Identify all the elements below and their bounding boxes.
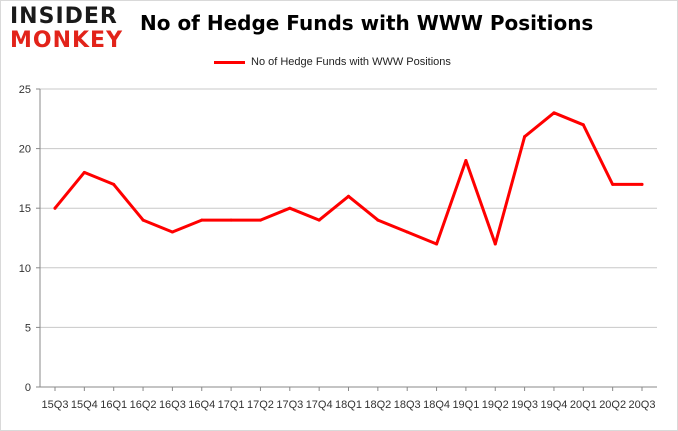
series-layer [53,111,644,246]
x-tick-label: 16Q2 [130,399,157,411]
data-point [640,182,644,186]
x-tick-label: 17Q2 [247,399,274,411]
x-tick-label: 18Q3 [394,399,421,411]
x-tick-label: 19Q2 [482,399,509,411]
data-point [464,159,468,163]
x-tick-label: 17Q4 [306,399,333,411]
legend-swatch [214,60,245,64]
x-tick-label: 18Q4 [423,399,450,411]
x-tick-label: 16Q3 [159,399,186,411]
x-tick-label: 17Q1 [218,399,245,411]
x-tick-label: 18Q1 [335,399,362,411]
data-point [53,206,57,210]
y-tick-labels: 0 5 10 15 20 25 [19,84,31,394]
data-point [347,194,350,198]
x-tick-label: 19Q4 [540,399,567,411]
chart-title: No of Hedge Funds with WWW Positions [140,11,594,35]
x-tick-label: 20Q3 [629,399,656,411]
chart-legend: No of Hedge Funds with WWW Positions [214,53,451,71]
x-tick-label: 19Q1 [452,399,479,411]
x-tick-label: 20Q1 [570,399,597,411]
x-tick-label: 15Q4 [71,399,98,411]
data-point [523,135,527,139]
logo-line-2: MONKEY [10,28,124,53]
series-line [53,111,644,246]
data-point [405,230,409,234]
y-tick-label: 10 [19,263,31,275]
x-tick-label: 19Q3 [511,399,538,411]
legend-label: No of Hedge Funds with WWW Positions [251,56,451,68]
data-point [435,242,439,246]
data-point [82,170,86,174]
grid-lines [40,88,657,328]
x-tick-labels: 15Q3 15Q4 16Q1 16Q2 16Q3 16Q4 17Q1 17Q2 17Q3 17Q4… [42,399,656,411]
data-point [552,111,556,115]
x-tick-label: 16Q1 [100,399,127,411]
y-tick-label: 15 [19,203,31,215]
data-point [611,182,615,186]
insider-monkey-logo: INSIDER MONKEY [8,3,128,55]
data-point [141,218,145,222]
data-point [376,218,380,222]
data-point [581,123,585,127]
x-tick-label: 17Q3 [276,399,303,411]
data-point [112,182,116,186]
data-point [170,230,174,234]
y-tick-label: 20 [19,144,31,156]
data-point [493,242,497,246]
x-tick-label: 15Q3 [42,399,69,411]
logo-line-1: INSIDER [10,4,118,29]
y-tick-label: 25 [19,84,31,96]
x-tick-label: 16Q4 [188,399,215,411]
data-point [288,206,292,210]
x-tick-label: 20Q2 [599,399,626,411]
x-tick-label: 18Q2 [364,399,391,411]
axes [36,88,657,391]
data-point [258,218,262,222]
data-point [229,218,233,222]
data-point [200,218,204,222]
y-tick-label: 0 [25,382,31,394]
data-point [317,218,321,222]
y-tick-label: 5 [25,322,31,334]
